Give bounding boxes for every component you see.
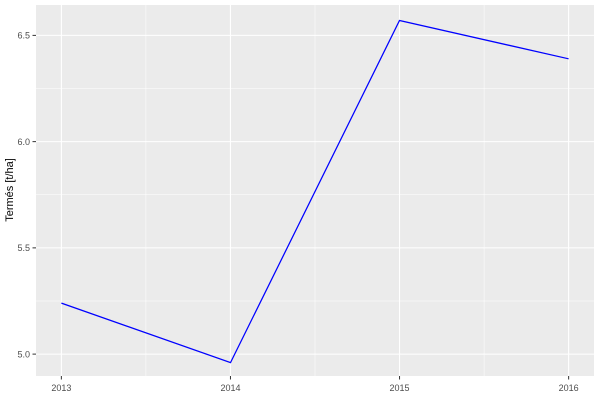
data-series-line — [61, 19, 569, 364]
y-tick-label: 6.5 — [17, 31, 30, 41]
y-axis-title: Termés [t/ha] — [4, 158, 16, 222]
y-tick-label: 5.5 — [17, 243, 30, 253]
axis-tick-marks — [32, 34, 570, 380]
y-tick-label: 6.0 — [17, 137, 30, 147]
x-tick-label: 2016 — [559, 383, 579, 393]
x-tick-label: 2015 — [390, 383, 410, 393]
major-gridlines — [36, 5, 594, 376]
x-tick-label: 2013 — [51, 383, 71, 393]
x-tick-label: 2014 — [220, 383, 240, 393]
axis-tick-labels: 2013 2014 2015 2016 5.0 5.5 6.0 6.5 — [17, 31, 578, 393]
y-tick-label: 5.0 — [17, 349, 30, 359]
yield-line — [61, 19, 569, 364]
